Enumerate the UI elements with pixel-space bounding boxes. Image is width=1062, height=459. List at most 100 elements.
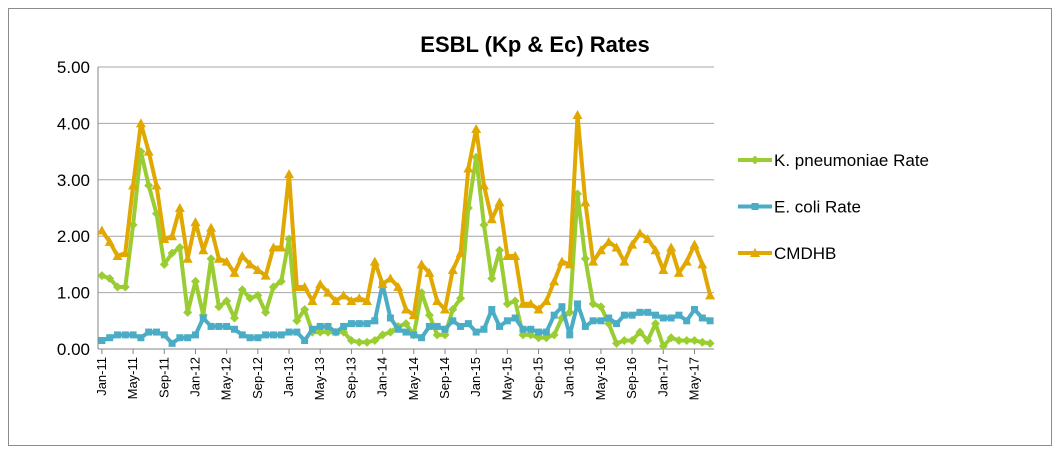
x-tick-label: May-17 [687, 357, 702, 400]
marker [612, 338, 622, 348]
marker [619, 336, 629, 346]
marker [572, 109, 583, 119]
marker [659, 314, 667, 322]
marker [268, 242, 279, 252]
marker [527, 325, 535, 333]
marker [635, 327, 645, 337]
y-tick-label: 5.00 [57, 58, 90, 77]
legend-label: K. pneumoniae Rate [774, 151, 929, 170]
y-tick-label: 1.00 [57, 284, 90, 303]
marker [330, 296, 341, 306]
x-tick-label: Sep-14 [437, 357, 452, 399]
marker [658, 265, 669, 275]
marker [113, 331, 121, 339]
marker [198, 245, 209, 255]
marker [674, 336, 684, 346]
marker [98, 337, 106, 345]
marker [112, 282, 122, 292]
marker [354, 337, 364, 347]
marker [525, 298, 536, 308]
marker [580, 197, 591, 207]
marker [174, 203, 185, 212]
marker [143, 146, 154, 156]
marker [401, 319, 411, 329]
marker [447, 265, 458, 275]
marker [605, 314, 613, 322]
marker [666, 333, 676, 343]
marker [378, 330, 388, 340]
marker [566, 331, 574, 339]
marker [588, 299, 598, 309]
marker [168, 339, 176, 347]
marker [603, 236, 614, 246]
x-tick-label: May-16 [593, 357, 608, 400]
marker [455, 248, 466, 258]
marker [596, 302, 606, 312]
marker [229, 313, 239, 323]
marker [535, 328, 543, 336]
marker [613, 320, 621, 328]
marker [424, 310, 434, 320]
marker [750, 155, 760, 165]
x-tick-label: Sep-15 [531, 357, 546, 399]
marker [510, 250, 521, 260]
marker [652, 311, 660, 319]
marker [589, 317, 597, 325]
x-tick-label: Jan-14 [375, 357, 390, 397]
marker [190, 276, 200, 286]
chart-title: ESBL (Kp & Ec) Rates [420, 32, 649, 57]
marker [487, 274, 497, 283]
marker [424, 267, 435, 277]
marker [691, 306, 699, 314]
marker [354, 293, 365, 303]
marker [394, 325, 402, 333]
marker [316, 322, 324, 330]
marker [120, 248, 131, 258]
marker [338, 290, 349, 300]
marker [363, 320, 371, 328]
marker [121, 331, 129, 339]
marker [416, 259, 427, 269]
marker [237, 250, 248, 260]
x-tick-label: May-14 [406, 357, 421, 400]
marker [464, 320, 472, 328]
marker [393, 281, 404, 291]
marker [558, 303, 566, 311]
marker [128, 180, 139, 190]
marker [542, 328, 550, 336]
marker [588, 256, 599, 266]
marker [675, 311, 683, 319]
marker [448, 305, 458, 315]
marker [324, 322, 332, 330]
marker [503, 317, 511, 325]
marker [620, 311, 628, 319]
marker [261, 307, 271, 317]
marker [564, 259, 575, 269]
marker [751, 203, 759, 210]
marker [245, 259, 256, 269]
x-tick-label: Sep-12 [250, 357, 265, 399]
x-tick-label: Jan-16 [562, 357, 577, 397]
marker [408, 310, 419, 320]
marker [229, 267, 240, 277]
marker [362, 296, 373, 306]
y-tick-label: 3.00 [57, 171, 90, 190]
marker [642, 234, 653, 244]
marker [128, 220, 138, 230]
marker [706, 317, 714, 325]
marker [689, 239, 700, 249]
marker [292, 316, 302, 326]
marker [160, 331, 168, 339]
marker [486, 214, 497, 224]
marker [580, 254, 590, 264]
marker [262, 331, 270, 339]
marker [371, 317, 379, 325]
legend-label: E. coli Rate [774, 198, 861, 217]
marker [207, 322, 215, 330]
marker [681, 256, 692, 266]
marker [644, 308, 652, 316]
marker [183, 307, 193, 317]
marker [301, 337, 309, 345]
marker [199, 314, 207, 322]
marker [245, 293, 255, 303]
